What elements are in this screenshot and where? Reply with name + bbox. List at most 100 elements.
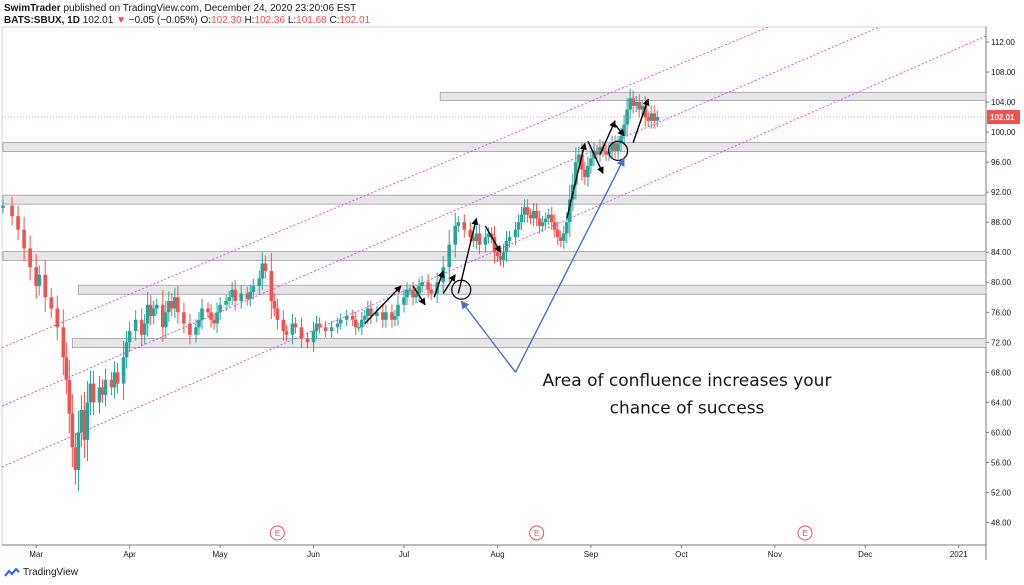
candle-body[interactable] <box>610 143 614 151</box>
candle-body[interactable] <box>272 301 277 309</box>
footer-brand[interactable]: TradingView <box>23 567 79 578</box>
support-zone[interactable] <box>71 338 987 348</box>
candle-body[interactable] <box>598 147 602 155</box>
candle-body[interactable] <box>643 105 647 118</box>
candle-body[interactable] <box>311 331 316 343</box>
candle-body[interactable] <box>34 267 38 286</box>
candle-body[interactable] <box>164 312 168 328</box>
support-zone[interactable] <box>2 194 987 205</box>
candle-body[interactable] <box>631 98 635 106</box>
candle-body[interactable] <box>173 297 177 309</box>
candle-body[interactable] <box>595 150 599 155</box>
annotation-line-2[interactable]: chance of success <box>610 399 765 419</box>
candle-body[interactable] <box>329 327 334 332</box>
candle-body[interactable] <box>200 308 204 320</box>
candle-body[interactable] <box>70 413 75 448</box>
candle-body[interactable] <box>616 143 620 151</box>
candle-body[interactable] <box>447 244 452 268</box>
candle-body[interactable] <box>384 312 388 320</box>
candle-body[interactable] <box>637 102 641 110</box>
candle-body[interactable] <box>549 214 554 223</box>
candle-body[interactable] <box>251 286 256 293</box>
candle-body[interactable] <box>546 214 551 219</box>
candle-body[interactable] <box>420 282 424 286</box>
candle-body[interactable] <box>305 338 310 343</box>
candle-body[interactable] <box>350 316 355 320</box>
pointer-arrow[interactable] <box>460 300 517 373</box>
candle-body[interactable] <box>227 297 231 302</box>
candle-body[interactable] <box>390 312 394 320</box>
candle-body[interactable] <box>574 162 578 185</box>
candle-body[interactable] <box>552 222 557 230</box>
candle-body[interactable] <box>528 214 533 219</box>
support-zone[interactable] <box>439 91 987 101</box>
candle-body[interactable] <box>468 229 473 238</box>
candle-body[interactable] <box>290 323 295 335</box>
candle-body[interactable] <box>257 278 262 286</box>
candle-body[interactable] <box>369 308 373 317</box>
candle-body[interactable] <box>115 372 120 384</box>
candle-body[interactable] <box>586 165 590 178</box>
candle-body[interactable] <box>91 383 96 403</box>
candle-body[interactable] <box>182 312 186 324</box>
candle-body[interactable] <box>1 205 5 208</box>
candle-body[interactable] <box>417 286 421 294</box>
candle-body[interactable] <box>197 319 201 328</box>
candle-body[interactable] <box>525 207 530 215</box>
candle-body[interactable] <box>495 252 500 256</box>
candle-body[interactable] <box>28 248 32 268</box>
candle-body[interactable] <box>275 308 280 320</box>
annotation-line-1[interactable]: Area of confluence increases your <box>543 371 832 391</box>
trend-arrow[interactable] <box>566 142 587 219</box>
candle-body[interactable] <box>516 222 521 230</box>
candle-body[interactable] <box>260 263 265 279</box>
candle-body[interactable] <box>43 274 48 298</box>
candle-body[interactable] <box>176 297 180 313</box>
earnings-marker-icon[interactable] <box>269 525 285 541</box>
candle-body[interactable] <box>263 263 268 271</box>
candle-body[interactable] <box>501 252 506 260</box>
candle-body[interactable] <box>652 113 657 121</box>
candle-body[interactable] <box>245 293 250 299</box>
candle-body[interactable] <box>233 289 237 302</box>
candle-body[interactable] <box>634 102 638 106</box>
candle-body[interactable] <box>145 304 150 324</box>
candle-body[interactable] <box>471 237 476 241</box>
candle-body[interactable] <box>22 229 26 249</box>
candle-body[interactable] <box>281 319 286 332</box>
candle-body[interactable] <box>604 150 608 155</box>
candle-body[interactable] <box>531 210 536 219</box>
candle-body[interactable] <box>61 327 66 358</box>
channel-line[interactable] <box>2 0 986 348</box>
candle-body[interactable] <box>239 293 243 302</box>
candle-body[interactable] <box>492 237 497 253</box>
candle-body[interactable] <box>148 304 153 317</box>
candle-body[interactable] <box>314 323 319 332</box>
trend-arrow[interactable] <box>614 124 625 137</box>
candle-body[interactable] <box>88 383 93 403</box>
candle-body[interactable] <box>558 237 563 241</box>
candle-body[interactable] <box>121 357 126 384</box>
candle-body[interactable] <box>474 233 479 241</box>
candle-body[interactable] <box>537 218 542 226</box>
candle-body[interactable] <box>628 98 632 110</box>
candle-body[interactable] <box>359 319 364 328</box>
confluence-circle[interactable] <box>451 279 472 300</box>
candle-body[interactable] <box>534 210 539 219</box>
candle-body[interactable] <box>519 214 524 223</box>
candle-body[interactable] <box>284 331 289 335</box>
candle-body[interactable] <box>124 342 129 358</box>
candle-body[interactable] <box>170 301 174 309</box>
candle-body[interactable] <box>453 225 458 245</box>
candle-body[interactable] <box>408 289 412 291</box>
candle-body[interactable] <box>414 293 418 298</box>
trend-arrow[interactable] <box>632 98 650 143</box>
candle-body[interactable] <box>583 169 587 178</box>
candle-body[interactable] <box>160 304 165 328</box>
candle-body[interactable] <box>356 327 361 329</box>
candle-body[interactable] <box>224 301 228 305</box>
candle-body[interactable] <box>405 289 409 298</box>
candle-body[interactable] <box>269 270 274 302</box>
candle-body[interactable] <box>498 255 503 260</box>
